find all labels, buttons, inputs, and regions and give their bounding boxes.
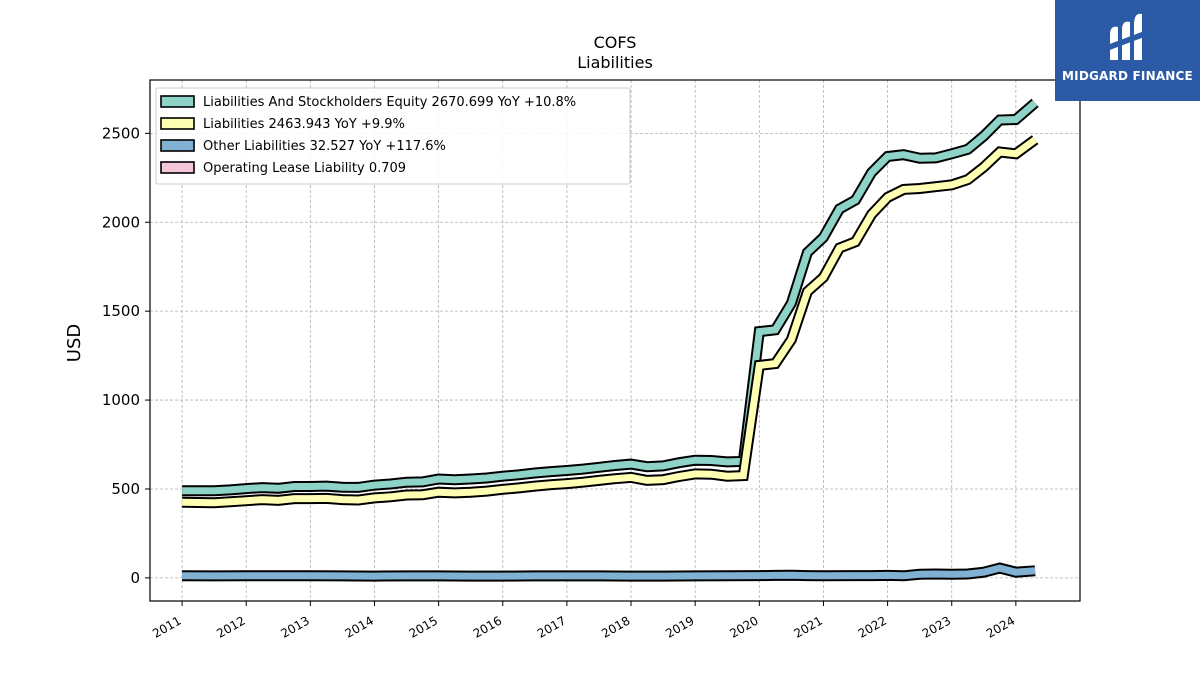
legend: Liabilities And Stockholders Equity 2670… [155, 87, 631, 185]
legend-label: Liabilities 2463.943 YoY +9.9% [203, 117, 405, 132]
y-tick-label: 1500 [102, 302, 140, 320]
series-line [182, 136, 1038, 507]
legend-box [155, 87, 631, 185]
y-tick-label: 2500 [102, 124, 140, 142]
legend-label: Other Liabilities 32.527 YoY +117.6% [203, 139, 446, 154]
legend-label: Liabilities And Stockholders Equity 2670… [203, 95, 576, 110]
series-line [182, 100, 1038, 495]
logo-mark-icon [1107, 13, 1147, 60]
x-tick-label: 2021 [791, 613, 824, 640]
logo-text: MIDGARD FINANCE [1062, 69, 1193, 83]
y-tick-label: 500 [111, 480, 140, 498]
y-axis-label: USD [64, 324, 85, 362]
x-tick-label: 2016 [471, 613, 504, 640]
plot-area [149, 79, 1081, 602]
chart-title: COFS [594, 33, 637, 52]
x-tick-label: 2022 [856, 613, 889, 640]
x-tick-label: 2012 [214, 613, 247, 640]
x-tick-label: 2020 [727, 613, 760, 640]
x-tick-label: 2015 [407, 613, 440, 640]
x-tick-label: 2023 [920, 613, 953, 640]
x-tick-label: 2011 [150, 613, 183, 640]
chart-subtitle: Liabilities [577, 53, 653, 72]
legend-swatch [160, 117, 195, 130]
y-tick-label: 2000 [102, 213, 140, 231]
series-lines [182, 98, 1039, 582]
legend-swatch [160, 95, 195, 108]
x-tick-label: 2019 [663, 613, 696, 640]
series-line [182, 564, 1036, 580]
legend-label: Operating Lease Liability 0.709 [203, 161, 406, 176]
y-tick-label: 0 [130, 569, 140, 587]
legend-swatch [160, 161, 195, 174]
x-tick-label: 2017 [535, 613, 568, 640]
x-tick-label: 2024 [984, 613, 1017, 640]
x-tick-label: 2013 [278, 613, 311, 640]
x-tick-label: 2014 [343, 613, 376, 640]
brand-logo: MIDGARD FINANCE [1055, 0, 1200, 101]
x-tick-label: 2018 [599, 613, 632, 640]
legend-swatch [160, 139, 195, 152]
y-tick-label: 1000 [102, 391, 140, 409]
